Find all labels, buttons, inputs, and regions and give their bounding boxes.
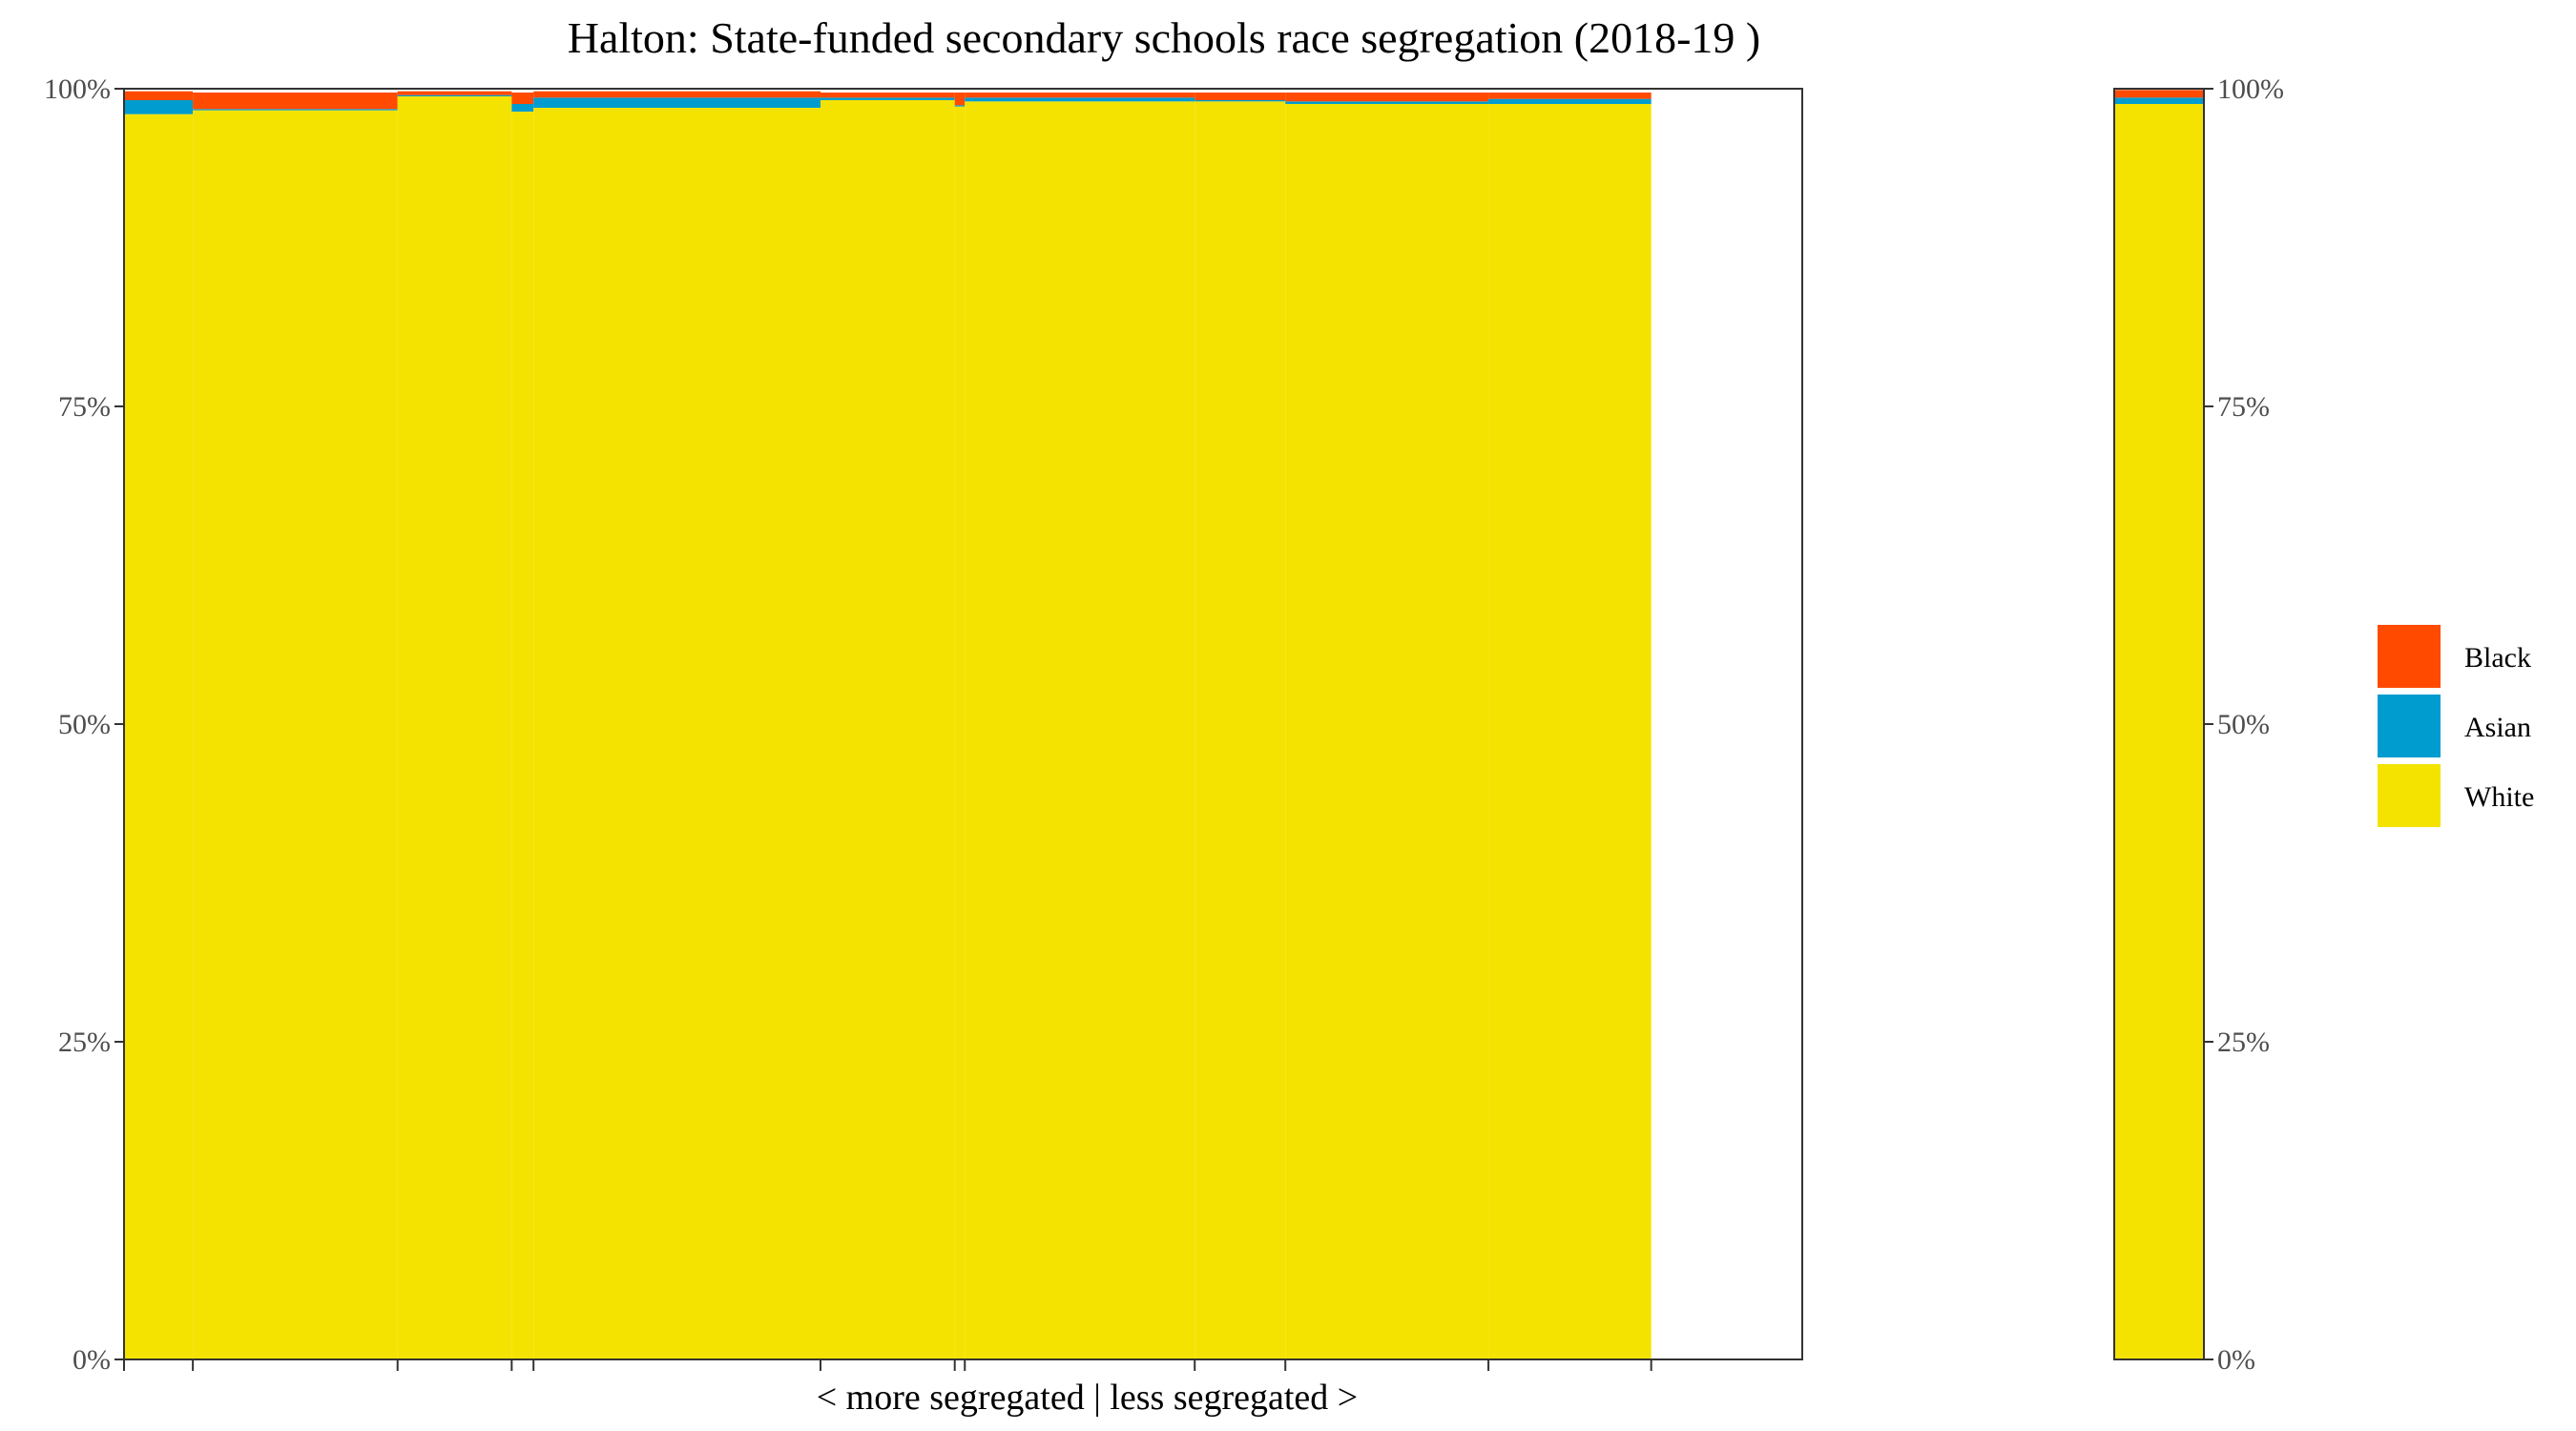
y-tick-label-left: 25% xyxy=(58,1027,111,1058)
bar-segment-white-school-3 xyxy=(397,95,512,1360)
bar-segment-asian-school-1 xyxy=(124,99,194,114)
bar-segment-white-school-5 xyxy=(533,107,821,1360)
bars-layer xyxy=(124,90,2204,1360)
bar-segment-white-school-9 xyxy=(1195,101,1286,1360)
bar-segment-black-school-3 xyxy=(397,91,512,95)
y-tick-label-right: 0% xyxy=(2217,1344,2255,1376)
y-tick-label-left: 0% xyxy=(73,1344,111,1376)
bar-segment-black-school-10 xyxy=(1285,92,1489,102)
bar-segment-black-school-9 xyxy=(1195,92,1286,100)
legend-swatch-black xyxy=(2378,625,2441,688)
bar-segment-black-overall xyxy=(2114,90,2204,98)
chart-title: Halton: State-funded secondary schools r… xyxy=(568,13,1761,62)
bar-segment-asian-school-3 xyxy=(397,94,512,96)
bar-segment-white-school-7 xyxy=(954,106,966,1360)
bar-segment-asian-school-10 xyxy=(1285,101,1489,104)
bar-segment-black-school-11 xyxy=(1488,92,1652,99)
legend-label-black: Black xyxy=(2464,642,2531,674)
legend-swatch-asian xyxy=(2378,695,2441,757)
legend: Black Asian White xyxy=(2378,625,2534,827)
y-tick-label-right: 50% xyxy=(2217,709,2270,740)
bar-segment-black-school-6 xyxy=(820,92,955,98)
legend-swatch-white xyxy=(2378,764,2441,827)
bar-segment-asian-school-2 xyxy=(193,109,398,111)
axes-layer xyxy=(114,88,2213,1371)
bar-segment-white-school-8 xyxy=(965,101,1195,1360)
x-axis-label: < more segregated | less segregated > xyxy=(817,1378,1358,1418)
bar-segment-white-school-1 xyxy=(124,114,194,1359)
text-layer: 0% 0% 25% 25% 50% 50% 75% 75% 100% 100% Halton: St… xyxy=(44,13,2284,1418)
bar-segment-asian-school-8 xyxy=(965,97,1195,102)
bar-segment-white-school-4 xyxy=(511,111,534,1360)
y-tick-label-right: 25% xyxy=(2217,1027,2270,1058)
legend-label-white: White xyxy=(2464,781,2534,813)
bar-segment-white-school-11 xyxy=(1488,103,1652,1359)
y-tick-label-right: 75% xyxy=(2217,391,2270,423)
y-tick-label-left: 50% xyxy=(58,709,111,740)
bar-segment-black-school-5 xyxy=(533,91,821,98)
y-tick-label-right: 100% xyxy=(2217,73,2284,105)
bar-segment-white-school-2 xyxy=(193,110,398,1359)
bar-segment-black-school-8 xyxy=(965,92,1195,98)
bar-segment-asian-school-9 xyxy=(1195,99,1286,102)
bar-segment-white-school-10 xyxy=(1285,103,1489,1359)
legend-label-asian: Asian xyxy=(2464,712,2531,743)
bar-segment-asian-school-5 xyxy=(533,97,821,108)
bar-segment-black-school-4 xyxy=(511,92,534,104)
y-tick-label-left: 100% xyxy=(44,73,111,105)
bar-segment-white-overall xyxy=(2114,103,2204,1359)
y-tick-label-left: 75% xyxy=(58,391,111,423)
bar-segment-black-school-2 xyxy=(193,92,398,110)
bar-segment-black-school-7 xyxy=(954,92,966,106)
bar-segment-asian-school-4 xyxy=(511,103,534,112)
bar-segment-asian-school-6 xyxy=(820,97,955,100)
bar-segment-asian-overall xyxy=(2114,97,2204,104)
bar-segment-black-school-1 xyxy=(124,91,194,100)
bar-segment-white-school-6 xyxy=(820,99,955,1359)
bar-segment-asian-school-7 xyxy=(954,105,966,107)
bar-segment-asian-school-11 xyxy=(1488,98,1652,104)
